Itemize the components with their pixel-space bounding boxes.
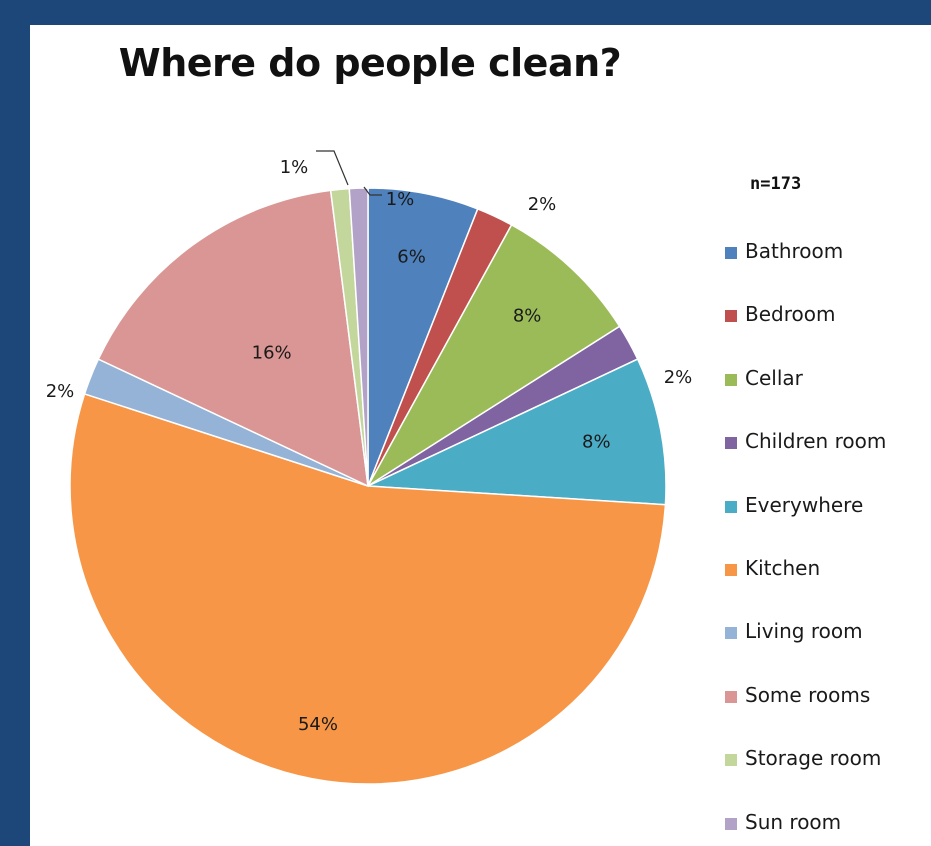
legend: Bathroom Bedroom Cellar Children room Everyw…	[725, 239, 886, 846]
legend-swatch-living-room	[725, 627, 737, 640]
data-label-cellar: 8%	[513, 306, 542, 327]
chart-title: Where do people clean?	[118, 41, 622, 85]
legend-item-sun-room: Sun room	[725, 810, 886, 846]
legend-swatch-bedroom	[725, 310, 737, 323]
legend-item-kitchen: Kitchen	[725, 556, 886, 619]
legend-item-some-rooms: Some rooms	[725, 683, 886, 746]
leader-line-storage-room	[316, 150, 349, 186]
slice-cellar	[367, 223, 621, 487]
chart-area: Where do people clean? 6% 2% 8% 2% 8% 54% 2% 16…	[30, 25, 931, 846]
legend-label-storage-room: Storage room	[745, 746, 882, 771]
legend-item-cellar: Cellar	[725, 366, 886, 429]
data-label-bathroom: 6%	[397, 247, 426, 268]
legend-label-living-room: Living room	[745, 619, 863, 644]
legend-item-everywhere: Everywhere	[725, 493, 886, 556]
legend-label-everywhere: Everywhere	[745, 492, 864, 517]
legend-label-bathroom: Bathroom	[745, 239, 844, 263]
legend-swatch-bathroom	[725, 247, 737, 259]
data-label-kitchen: 54%	[298, 714, 338, 735]
legend-label-cellar: Cellar	[745, 365, 803, 390]
legend-label-some-rooms: Some rooms	[745, 682, 871, 707]
legend-swatch-some-rooms	[725, 690, 737, 703]
legend-label-sun-room: Sun room	[745, 809, 842, 834]
sample-size-label: n=173	[750, 174, 802, 194]
data-label-children-room: 2%	[664, 367, 693, 388]
legend-item-children-room: Children room	[725, 429, 886, 492]
legend-item-bathroom: Bathroom	[725, 239, 886, 302]
legend-swatch-children-room	[725, 437, 737, 450]
pie-chart: 6% 2% 8% 2% 8% 54% 2% 16% 1% 1%	[46, 150, 693, 785]
data-label-storage-room: 1%	[280, 157, 309, 178]
legend-label-bedroom: Bedroom	[745, 302, 836, 327]
legend-item-living-room: Living room	[725, 619, 886, 682]
leader-line-sun-room	[363, 186, 382, 196]
slice-sun-room	[348, 187, 369, 487]
legend-swatch-storage-room	[725, 754, 737, 767]
legend-label-kitchen: Kitchen	[745, 555, 821, 580]
data-label-some-rooms: 16%	[252, 342, 292, 363]
slice-some-rooms	[97, 189, 369, 488]
legend-item-bedroom: Bedroom	[725, 302, 886, 365]
legend-swatch-everywhere	[725, 500, 737, 513]
legend-label-children-room: Children room	[745, 429, 887, 454]
legend-swatch-cellar	[725, 373, 737, 386]
slice-kitchen	[69, 392, 667, 785]
slice-everywhere	[367, 358, 667, 506]
data-label-bedroom: 2%	[528, 194, 557, 215]
legend-swatch-kitchen	[725, 563, 737, 576]
data-label-living-room: 2%	[46, 381, 75, 402]
data-label-sun-room: 1%	[386, 189, 415, 210]
legend-swatch-sun-room	[725, 817, 737, 830]
data-label-everywhere: 8%	[582, 431, 611, 452]
legend-item-storage-room: Storage room	[725, 746, 886, 809]
